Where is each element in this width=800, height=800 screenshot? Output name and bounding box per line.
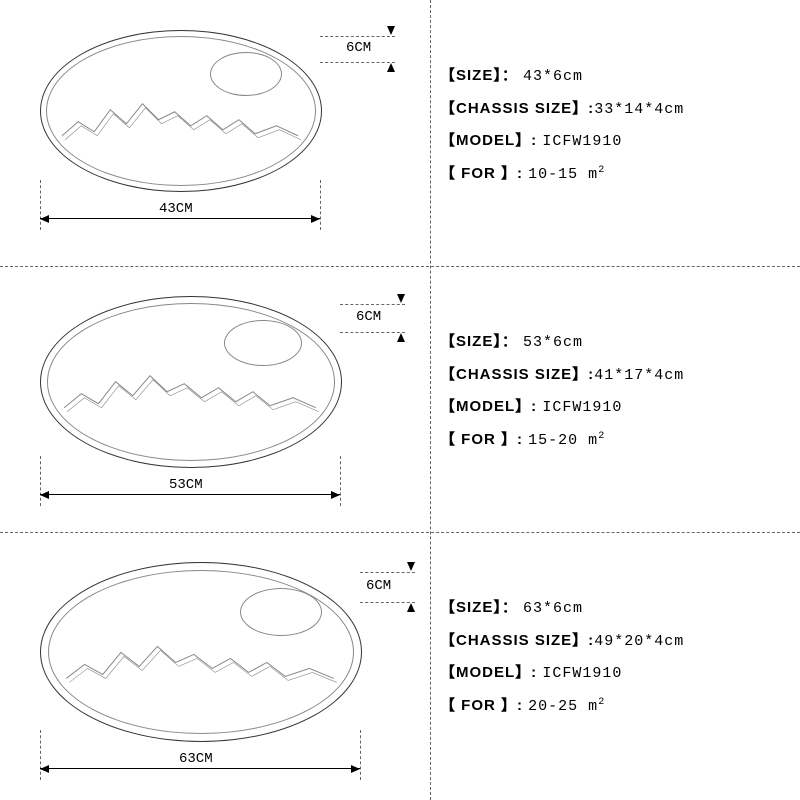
spec-for-value: 10-15 m2 (528, 166, 605, 183)
spec-for-exp: 2 (598, 165, 605, 176)
spec-size-value: 53*6cm (523, 334, 583, 351)
spec-size-label: 【SIZE】： (440, 333, 518, 350)
spec-size-label: 【SIZE】： (440, 67, 518, 84)
product-row: 6CM 53CM 【SIZE】： 53*6cm 【CHASSIS SIZE】:4… (0, 266, 800, 532)
spec-for-exp: 2 (598, 431, 605, 442)
spec-for: 【 FOR 】: 15-20 m2 (440, 424, 790, 457)
product-diagram: 6CM 53CM (0, 266, 430, 532)
height-arrow-bot (407, 603, 415, 612)
spec-block: 【SIZE】： 63*6cm 【CHASSIS SIZE】:49*20*4cm … (440, 592, 790, 722)
height-label: 6CM (343, 40, 374, 56)
height-arrow-top (407, 562, 415, 571)
product-diagram: 6CM 63CM (0, 532, 430, 798)
spec-model: 【MODEL】: ICFW1910 (440, 125, 790, 158)
height-arrow-top (387, 26, 395, 35)
spec-for: 【 FOR 】: 10-15 m2 (440, 158, 790, 191)
spec-for-label: 【 FOR 】: (440, 431, 523, 448)
spec-chassis-value: 41*17*4cm (594, 367, 684, 384)
spec-model-value: ICFW1910 (542, 399, 622, 416)
ext-line-top (340, 304, 405, 305)
spec-size: 【SIZE】： 53*6cm (440, 326, 790, 359)
spec-model: 【MODEL】: ICFW1910 (440, 657, 790, 690)
ext-line-bot (320, 62, 395, 63)
spec-for-value: 20-25 m2 (528, 698, 605, 715)
spec-for-exp: 2 (598, 697, 605, 708)
spec-chassis: 【CHASSIS SIZE】:41*17*4cm (440, 359, 790, 392)
spec-chassis-value: 49*20*4cm (594, 633, 684, 650)
spec-chassis: 【CHASSIS SIZE】:33*14*4cm (440, 93, 790, 126)
spec-model-value: ICFW1910 (542, 133, 622, 150)
spec-size-label: 【SIZE】： (440, 599, 518, 616)
width-tick-right (360, 730, 361, 780)
width-dim-line (40, 768, 360, 769)
ext-line-top (320, 36, 395, 37)
height-arrow-top (397, 294, 405, 303)
ext-line-bot (340, 332, 405, 333)
spec-model-label: 【MODEL】: (440, 664, 537, 681)
spec-for: 【 FOR 】: 20-25 m2 (440, 690, 790, 723)
spec-size-value: 43*6cm (523, 68, 583, 85)
spec-size: 【SIZE】： 63*6cm (440, 592, 790, 625)
width-label: 43CM (156, 201, 196, 217)
spec-chassis-label: 【CHASSIS SIZE】: (440, 632, 594, 649)
height-label: 6CM (353, 309, 384, 325)
width-dim-line (40, 218, 320, 219)
spec-model-value: ICFW1910 (542, 665, 622, 682)
mountain-detail (48, 570, 352, 732)
spec-model-label: 【MODEL】: (440, 132, 537, 149)
product-row: 6CM 63CM 【SIZE】： 63*6cm 【CHASSIS SIZE】:4… (0, 532, 800, 798)
spec-sheet: 6CM 43CM 【SIZE】： 43*6cm 【CHASSIS SIZE】:3… (0, 0, 800, 800)
mountain-detail (46, 36, 314, 184)
height-arrow-bot (387, 63, 395, 72)
spec-chassis-label: 【CHASSIS SIZE】: (440, 100, 594, 117)
mountain-detail (47, 303, 333, 459)
spec-chassis-value: 33*14*4cm (594, 101, 684, 118)
width-tick-right (340, 456, 341, 506)
spec-model-label: 【MODEL】: (440, 398, 537, 415)
spec-size-value: 63*6cm (523, 600, 583, 617)
spec-model: 【MODEL】: ICFW1910 (440, 391, 790, 424)
spec-size: 【SIZE】： 43*6cm (440, 60, 790, 93)
spec-for-label: 【 FOR 】: (440, 165, 523, 182)
spec-for-value: 15-20 m2 (528, 432, 605, 449)
spec-block: 【SIZE】： 53*6cm 【CHASSIS SIZE】:41*17*4cm … (440, 326, 790, 456)
width-label: 63CM (176, 751, 216, 767)
ext-line-top (360, 572, 415, 573)
spec-chassis: 【CHASSIS SIZE】:49*20*4cm (440, 625, 790, 658)
spec-for-label: 【 FOR 】: (440, 697, 523, 714)
product-row: 6CM 43CM 【SIZE】： 43*6cm 【CHASSIS SIZE】:3… (0, 0, 800, 266)
height-arrow-bot (397, 333, 405, 342)
height-label: 6CM (363, 578, 394, 594)
width-label: 53CM (166, 477, 206, 493)
spec-chassis-label: 【CHASSIS SIZE】: (440, 366, 594, 383)
product-diagram: 6CM 43CM (0, 0, 430, 266)
width-tick-right (320, 180, 321, 230)
width-dim-line (40, 494, 340, 495)
spec-block: 【SIZE】： 43*6cm 【CHASSIS SIZE】:33*14*4cm … (440, 60, 790, 190)
